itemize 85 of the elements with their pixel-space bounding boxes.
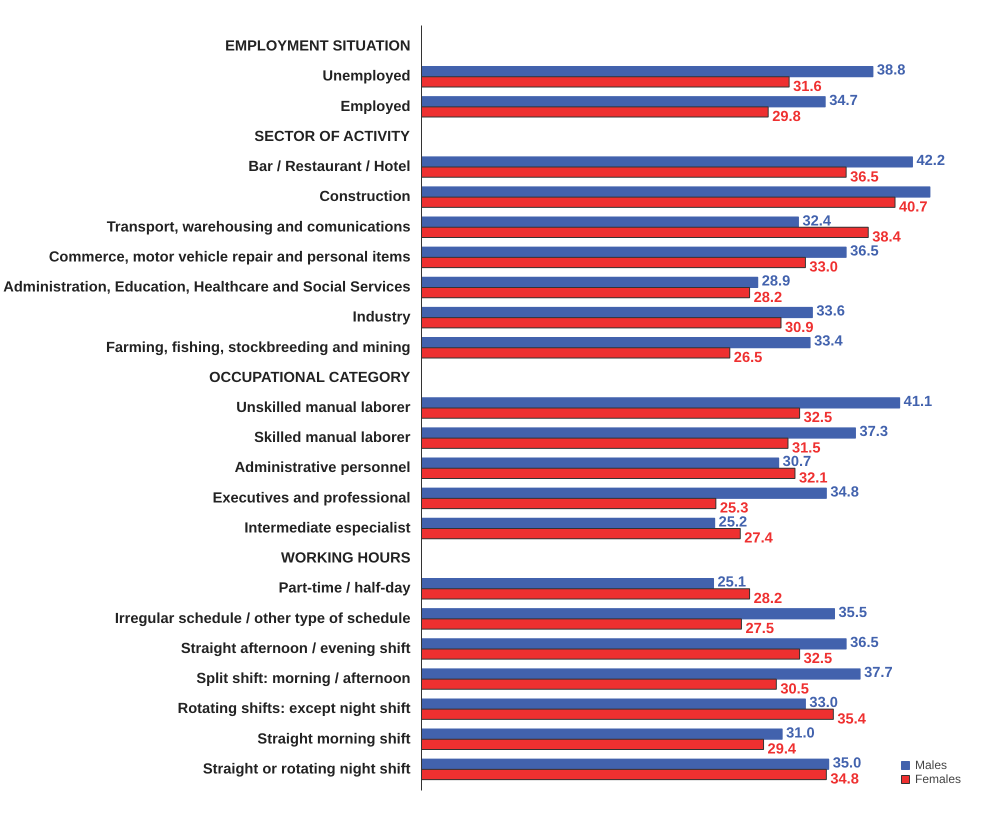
y-tick-label: EMPLOYMENT SITUATION: [225, 38, 411, 55]
y-tick-label: Irregular schedule / other type of schedule: [114, 610, 411, 627]
bar: [422, 668, 861, 680]
data-label: 35.0: [832, 755, 862, 772]
bar: [422, 608, 836, 620]
data-label: 30.5: [780, 681, 809, 698]
bar: [422, 397, 900, 408]
data-label: 31.5: [792, 440, 821, 456]
bar: [422, 518, 716, 529]
data-label: 30.7: [782, 454, 812, 470]
data-label: 40.7: [899, 199, 928, 216]
y-tick-label: Skilled manual laborer: [254, 430, 411, 446]
y-tick-label: OCCUPATIONAL CATEGORY: [209, 370, 410, 386]
bar: [422, 728, 783, 740]
data-label: 27.5: [745, 621, 774, 638]
data-label: 32.1: [798, 470, 828, 486]
data-label: 25.1: [718, 574, 746, 591]
y-tick-label: Executives and professional: [212, 490, 411, 506]
data-label: 35.5: [838, 604, 868, 621]
bar: [422, 186, 930, 198]
data-label: 34.8: [830, 484, 859, 500]
data-label: 29.8: [772, 109, 801, 126]
y-tick-label: Transport, warehousing and comunications: [106, 219, 411, 236]
bar: [422, 306, 813, 318]
y-tick-label: Bar / Restaurant / Hotel: [248, 159, 411, 176]
data-label: 28.2: [754, 590, 782, 607]
data-label: 30.9: [784, 320, 814, 336]
data-label: 31.6: [793, 78, 822, 95]
data-label: 27.4: [744, 530, 774, 547]
bar: [422, 337, 811, 348]
bar: [422, 427, 856, 439]
data-label: 33.0: [809, 260, 838, 276]
y-tick-label: Rotating shifts: except night shift: [178, 701, 411, 718]
y-tick-label: Unemployed: [322, 68, 410, 85]
y-tick-label: Industry: [352, 310, 412, 326]
data-label: 33.6: [816, 304, 845, 320]
y-tick-label: Straight morning shift: [257, 731, 411, 748]
data-label: 28.2: [754, 290, 782, 306]
data-label: 36.5: [850, 634, 879, 651]
y-tick-label: WORKING HOURS: [281, 550, 411, 567]
y-tick-label: Part-time / half-day: [278, 580, 412, 597]
y-tick-label: Construction: [319, 189, 411, 206]
data-label: 36.5: [850, 243, 879, 260]
y-tick-label: Split shift: morning / afternoon: [196, 671, 411, 688]
y-tick-label: Unskilled manual laborer: [236, 400, 411, 416]
bar: [422, 66, 874, 78]
y-tick-label: Farming, fishing, stockbreeding and mining: [106, 340, 410, 356]
data-label: 29.4: [768, 742, 797, 758]
bar: [422, 96, 826, 108]
bar: [422, 246, 847, 258]
y-tick-label: Straight afternoon / evening shift: [180, 640, 411, 657]
data-label: 33.4: [814, 334, 844, 350]
data-label: 32.5: [804, 410, 832, 426]
bar: [422, 758, 830, 770]
y-tick-label: Employed: [340, 98, 411, 115]
data-label: 25.2: [718, 514, 748, 530]
data-label: 35.4: [837, 711, 867, 728]
data-label: 31.0: [786, 725, 815, 742]
data-label: 34.8: [830, 772, 859, 788]
data-label: 41.1: [904, 394, 932, 410]
bar: [422, 156, 913, 168]
data-label: 37.7: [864, 665, 893, 682]
y-tick-label: Straight or rotating night shift: [202, 761, 411, 778]
data-label: 42.2: [916, 153, 945, 170]
data-label: 32.4: [802, 213, 832, 230]
y-tick-label: Intermediate especialist: [244, 520, 411, 536]
data-label: 34.7: [829, 92, 858, 109]
data-label: 25.3: [720, 500, 748, 517]
y-tick-label: Administration, Education, Healthcare and Social Services: [3, 280, 411, 296]
data-label: 28.9: [762, 274, 790, 290]
data-label: 38.8: [876, 62, 906, 79]
data-label: 37.3: [859, 424, 888, 440]
data-label: 36.5: [850, 169, 879, 186]
data-label: 38.4: [872, 230, 902, 246]
legend-label: Males: [914, 758, 947, 772]
y-tick-label: Administrative personnel: [234, 460, 411, 476]
data-label: 33.0: [809, 695, 838, 712]
bar: [422, 216, 799, 228]
data-label: 32.5: [804, 651, 832, 668]
legend-label: Females: [914, 772, 961, 786]
data-label: 26.5: [734, 350, 762, 366]
y-tick-label: SECTOR OF ACTIVITY: [254, 128, 410, 145]
bar: [422, 638, 847, 650]
bar: [422, 488, 827, 499]
y-tick-label: Commerce, motor vehicle repair and personal items: [48, 249, 411, 266]
